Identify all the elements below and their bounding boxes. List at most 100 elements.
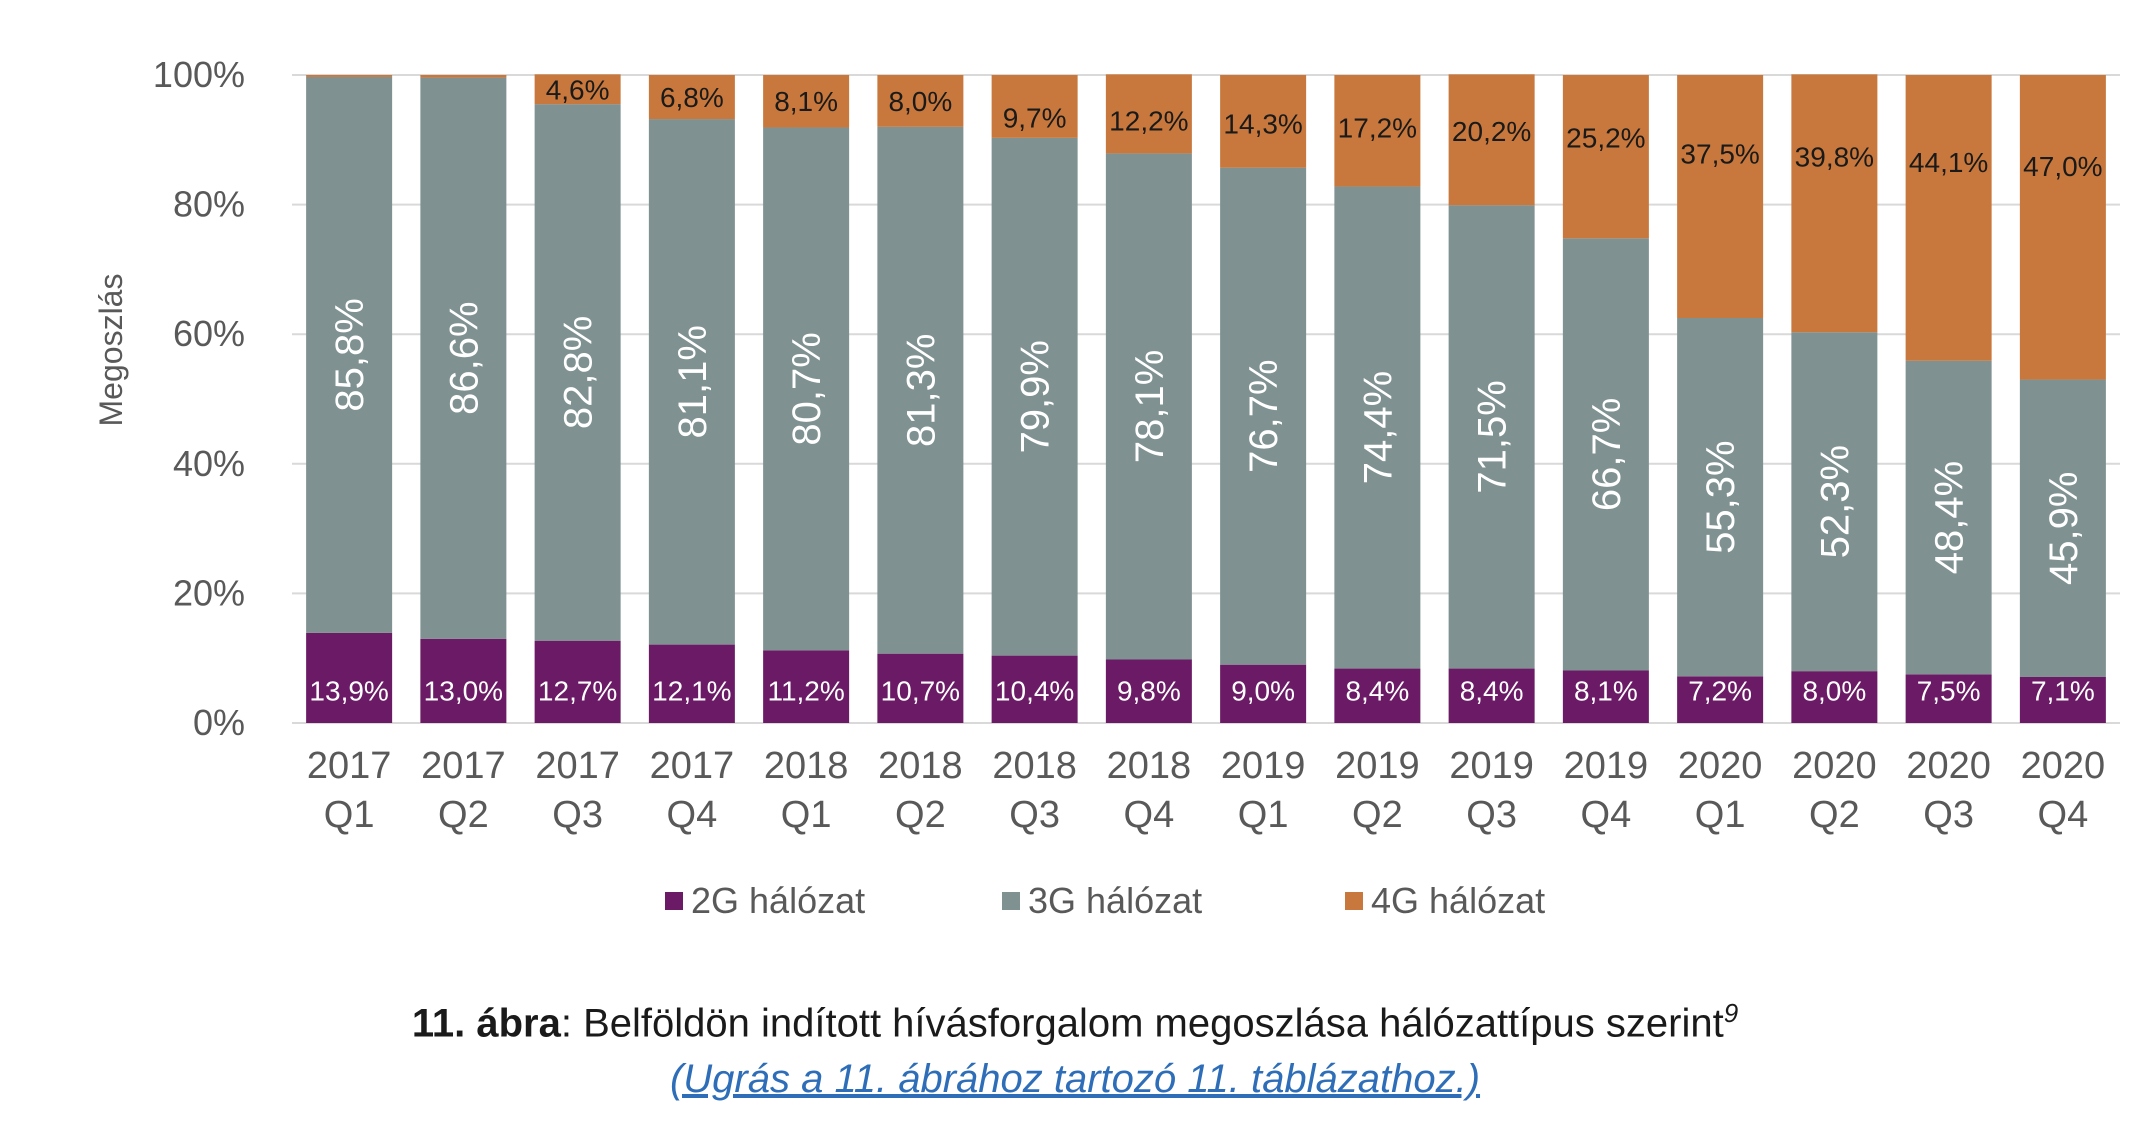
bar-segment	[648, 75, 735, 120]
y-tick-label: 100%	[153, 54, 245, 95]
bar-segment	[420, 75, 507, 78]
data-label: 80,7%	[785, 332, 829, 445]
legend-label: 4G hálózat	[1371, 880, 1545, 921]
bars	[306, 74, 2106, 723]
data-label: 55,3%	[1699, 440, 1743, 553]
bar-segment	[1448, 668, 1535, 723]
bar-segment	[1905, 360, 1992, 675]
x-tick-label: 2017	[421, 745, 506, 787]
data-label: 45,9%	[2042, 472, 2086, 585]
data-label: 39,8%	[1795, 141, 1874, 172]
data-label: 8,0%	[1802, 676, 1866, 707]
bar-segment	[1105, 659, 1192, 723]
x-tick-label: 2018	[878, 745, 963, 787]
bar-segment	[1562, 670, 1649, 723]
legend-label: 2G hálózat	[691, 880, 865, 921]
bar-segment	[1105, 153, 1192, 660]
figure-caption: 11. ábra: Belföldön indított hívásforgal…	[0, 985, 2150, 1107]
y-axis-label: Megoszlás	[93, 274, 129, 427]
x-tick-label: Q1	[1238, 794, 1289, 836]
x-tick-label: 2019	[1449, 745, 1534, 787]
data-label: 14,3%	[1223, 109, 1302, 140]
x-tick-label: 2019	[1564, 745, 1649, 787]
y-tick-label: 60%	[173, 313, 245, 354]
legend-swatch	[665, 892, 683, 910]
legend-swatch	[1345, 892, 1363, 910]
bar-segment	[534, 640, 621, 723]
bar-segment	[648, 119, 735, 645]
y-tick-label: 80%	[173, 184, 245, 225]
bar-segment	[1791, 74, 1878, 333]
x-tick-label: Q3	[1466, 794, 1517, 836]
data-label: 81,3%	[899, 334, 943, 447]
bar-segment	[1448, 74, 1535, 206]
x-tick-label: Q2	[438, 794, 489, 836]
data-label: 13,0%	[424, 676, 503, 707]
x-tick-label: 2020	[1678, 745, 1763, 787]
bar-segment	[1334, 668, 1421, 723]
data-label: 25,2%	[1566, 123, 1645, 154]
data-label: 52,3%	[1813, 445, 1857, 558]
data-label: 12,7%	[538, 676, 617, 707]
data-label: 7,2%	[1688, 676, 1752, 707]
x-tick-label: Q4	[1124, 794, 1175, 836]
x-tick-label: Q4	[1581, 794, 1632, 836]
bar-segment	[763, 127, 850, 651]
stacked-bar-chart: 13,9% 85,8% 13,0% 86,6% 12,7% 82,8% 4,6% 12,1% 8…	[93, 54, 2120, 921]
data-label: 71,5%	[1471, 380, 1515, 493]
bar-segment	[1791, 671, 1878, 723]
caption-text: Belföldön indított hívásforgalom megoszl…	[583, 1001, 1724, 1046]
x-tick-label: Q3	[1923, 794, 1974, 836]
x-tick-label: 2019	[1221, 745, 1306, 787]
data-label: 11,2%	[767, 676, 844, 707]
bar-segment	[1220, 167, 1307, 665]
x-tick-label: Q1	[1695, 794, 1746, 836]
x-tick-label: 2017	[307, 745, 392, 787]
data-label: 81,1%	[671, 325, 715, 438]
bar-segment	[1905, 75, 1992, 361]
table-link[interactable]: (Ugrás a 11. ábrához tartozó 11. tábláza…	[669, 1057, 1481, 1102]
data-label: 17,2%	[1338, 112, 1417, 143]
bar-labels: 13,9% 85,8% 13,0% 86,6% 12,7% 82,8% 4,6% 12,1% 8…	[309, 75, 2102, 707]
data-label: 8,4%	[1345, 676, 1409, 707]
data-label: 20,2%	[1452, 116, 1531, 147]
y-tick-label: 20%	[173, 572, 245, 613]
data-label: 13,9%	[309, 676, 388, 707]
data-label: 44,1%	[1909, 147, 1988, 178]
bar-segment	[1334, 75, 1421, 187]
data-label: 74,4%	[1356, 371, 1400, 484]
bar-segment	[1791, 332, 1878, 672]
x-tick-label: Q1	[324, 794, 375, 836]
bar-segment	[1220, 664, 1307, 723]
caption-number: 11. ábra	[411, 1001, 561, 1046]
bar-segment	[1677, 318, 1764, 677]
x-tick-label: 2018	[764, 745, 849, 787]
x-tick-label: Q1	[781, 794, 832, 836]
x-tick-label: Q2	[1352, 794, 1403, 836]
x-tick-label: 2018	[1107, 745, 1192, 787]
data-label: 86,6%	[442, 301, 486, 414]
x-tick-label: 2020	[1792, 745, 1877, 787]
x-tick-label: 2019	[1335, 745, 1420, 787]
data-label: 82,8%	[557, 316, 601, 429]
bar-segment	[877, 75, 964, 127]
x-tick-label: Q2	[1809, 794, 1860, 836]
bar-segment	[1677, 75, 1764, 318]
bar-segment	[420, 77, 507, 639]
y-axis: 0% 20% 40% 60% 80% 100%	[153, 54, 245, 743]
x-tick-label: Q3	[1009, 794, 1060, 836]
x-tick-label: Q4	[2038, 794, 2089, 836]
data-label: 4,6%	[546, 75, 610, 106]
x-axis: 2017 Q1 2017 Q2 2017 Q3 2017 Q4 2018 Q1 2018 Q2 2018…	[307, 745, 2105, 836]
data-label: 85,8%	[328, 298, 372, 411]
data-label: 9,8%	[1117, 676, 1181, 707]
bar-segment	[1448, 205, 1535, 669]
data-label: 66,7%	[1585, 398, 1629, 511]
x-tick-label: 2020	[2021, 745, 2106, 787]
bar-segment	[1905, 674, 1992, 723]
x-tick-label: Q2	[895, 794, 946, 836]
data-label: 9,7%	[1003, 103, 1067, 134]
x-tick-label: Q3	[552, 794, 603, 836]
bar-segment	[648, 644, 735, 723]
data-label: 6,8%	[660, 82, 724, 113]
